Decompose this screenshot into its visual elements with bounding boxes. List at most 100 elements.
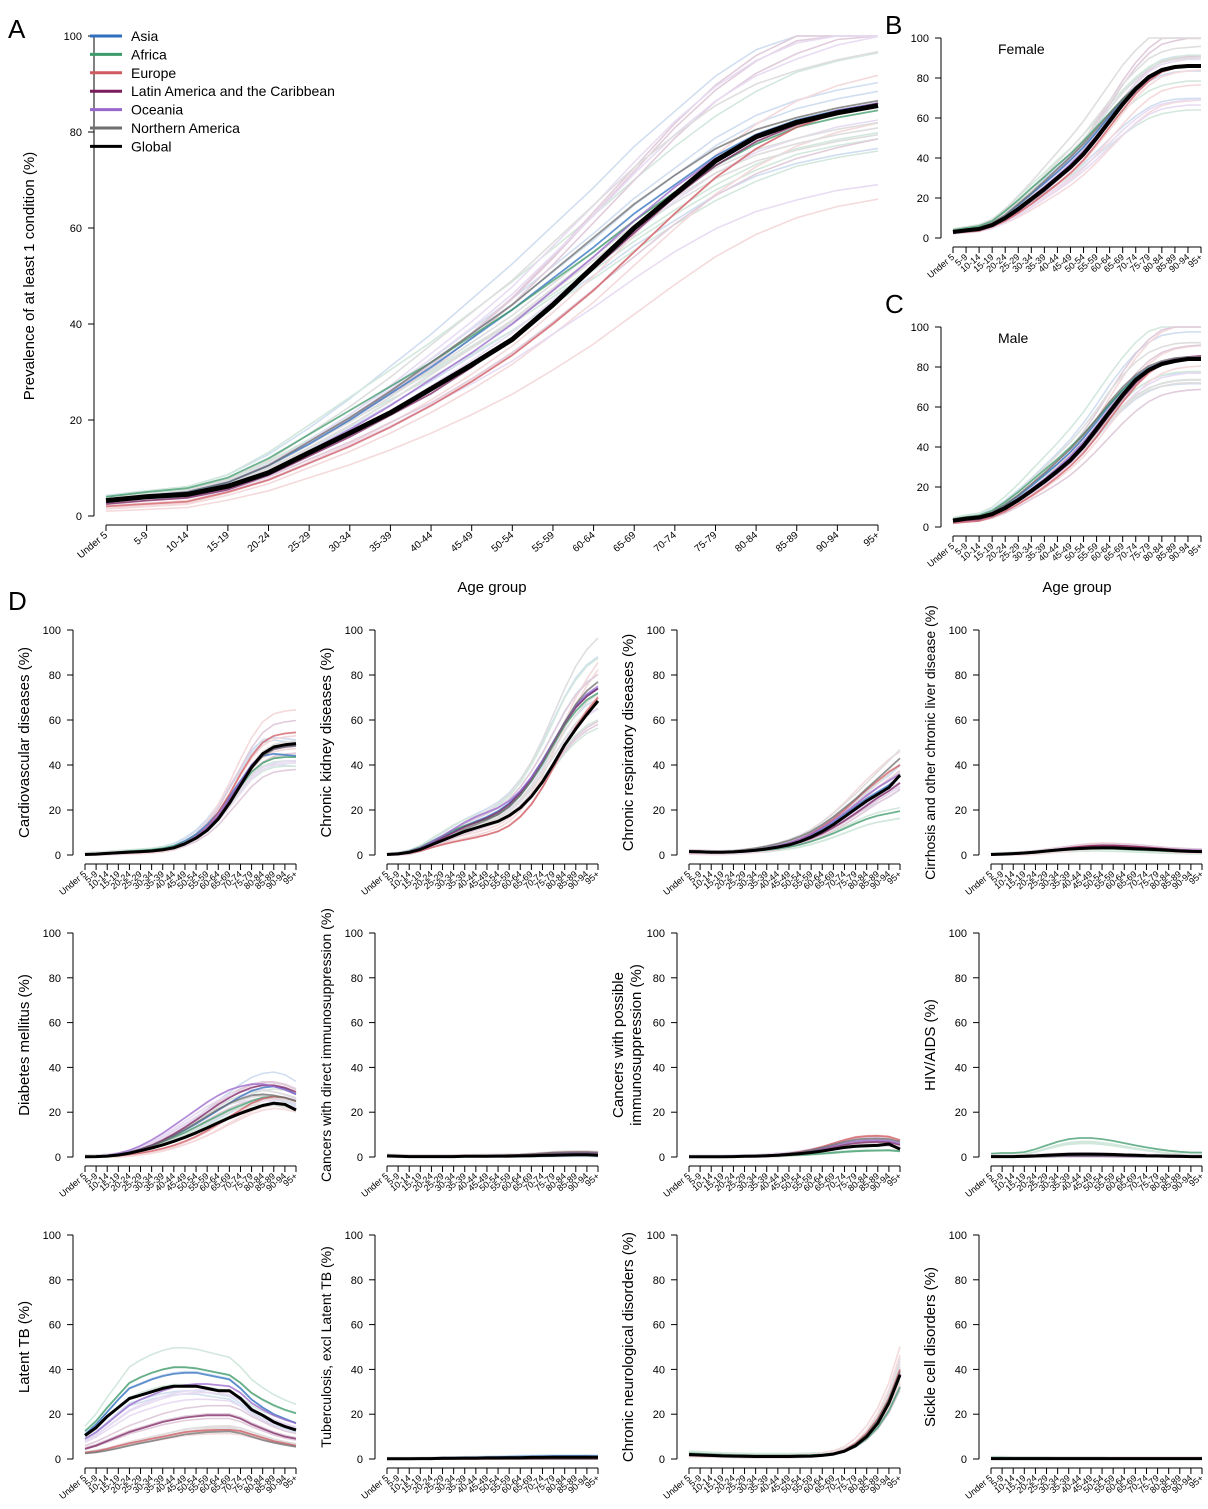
y-tick-label: 40 — [49, 1364, 61, 1376]
y-tick-label: 0 — [55, 850, 61, 862]
x-tick-label: Under 5 — [963, 1473, 994, 1501]
panel-a: 0 20 40 60 80 100 Under 5 5-9 10-14 15-19 20-24 25-… — [21, 28, 882, 596]
series-line-global — [688, 774, 902, 854]
series-line-europe — [105, 102, 879, 508]
series-line-oceania — [688, 773, 901, 853]
country-line-oceania — [952, 104, 1201, 235]
y-tick-label: 0 — [923, 522, 929, 534]
country-line-africa — [105, 138, 879, 499]
y-tick-label: 20 — [70, 415, 82, 427]
country-line-oceania — [688, 1360, 901, 1457]
country-line-latin-america-and-the-caribbean — [952, 55, 1201, 232]
y-tick-label: 60 — [49, 1018, 61, 1030]
x-tick-label: Under 5 — [661, 1171, 692, 1199]
y-tick-label: 40 — [70, 319, 82, 331]
y-tick-label: 80 — [653, 973, 665, 985]
y-tick-label: 40 — [917, 442, 929, 454]
series-line-oceania — [84, 1383, 297, 1440]
series-line-latin-america-and-the-caribbean — [84, 1414, 297, 1450]
x-tick-label: Under 5 — [925, 252, 956, 280]
country-line-latin-america-and-the-caribbean — [688, 1385, 901, 1458]
country-line-latin-america-and-the-caribbean — [84, 1081, 297, 1156]
country-line-latin-america-and-the-caribbean — [84, 1413, 297, 1449]
legend-label: Europe — [131, 65, 176, 81]
series-line-northern-america — [952, 356, 1201, 521]
x-tick-label: 95+ — [862, 530, 882, 549]
y-tick-label: 40 — [351, 1364, 363, 1376]
y-tick-label: 80 — [653, 1275, 665, 1287]
series-line-northern-america — [688, 1371, 901, 1458]
country-line-northern-america — [105, 50, 879, 499]
country-line-northern-america — [688, 1369, 901, 1458]
x-tick-label: Under 5 — [661, 869, 692, 897]
y-axis-label: Sickle cell disorders (%) — [922, 1267, 939, 1427]
y-tick-label: 100 — [345, 625, 363, 637]
y-tick-label: 0 — [357, 850, 363, 862]
country-line-oceania — [84, 1398, 297, 1444]
country-line-africa — [105, 52, 879, 498]
panel-letter: C — [885, 289, 904, 319]
y-axis-label-line: immunosuppression (%) — [628, 964, 645, 1126]
y-tick-label: 80 — [917, 362, 929, 374]
y-tick-label: 20 — [955, 1107, 967, 1119]
country-line-asia — [84, 1390, 297, 1441]
y-tick-label: 40 — [955, 760, 967, 772]
country-line-africa — [991, 850, 1203, 856]
legend-label: Oceania — [131, 102, 183, 118]
country-line-latin-america-and-the-caribbean — [952, 326, 1201, 521]
y-tick-label: 60 — [955, 1320, 967, 1332]
x-tick-label: 80-84 — [733, 530, 760, 555]
y-tick-label: 80 — [653, 670, 665, 682]
country-line-latin-america-and-the-caribbean — [84, 1417, 297, 1451]
x-tick-label: Under 5 — [57, 869, 88, 897]
y-tick-label: 60 — [917, 113, 929, 125]
legend-label: Latin America and the Caribbean — [131, 83, 335, 99]
y-tick-label: 100 — [43, 625, 61, 637]
country-line-asia — [688, 1357, 901, 1457]
country-line-europe — [952, 99, 1202, 234]
y-axis-label: Diabetes mellitus (%) — [16, 974, 33, 1116]
series-line-global — [688, 1374, 902, 1458]
country-line-europe — [105, 74, 879, 509]
x-tick-label: 95+ — [1186, 252, 1204, 269]
series-line-africa — [688, 810, 901, 854]
country-line-europe — [688, 1355, 901, 1459]
x-tick-label: Under 5 — [76, 530, 111, 562]
y-axis-label: Cancers with direct immunosuppression (%… — [318, 908, 334, 1182]
country-line-europe — [952, 326, 1201, 523]
series-line-africa — [105, 109, 879, 498]
y-tick-label: 40 — [955, 1062, 967, 1074]
country-line-asia — [84, 1370, 297, 1436]
y-tick-label: 20 — [955, 1409, 967, 1421]
country-line-oceania — [105, 35, 879, 503]
x-tick-label: Under 5 — [359, 1473, 390, 1501]
y-tick-label: 80 — [49, 670, 61, 682]
y-tick-label: 60 — [49, 1320, 61, 1332]
y-tick-label: 60 — [653, 715, 665, 727]
series-line-europe — [84, 1429, 297, 1454]
country-line-oceania — [105, 119, 879, 505]
panel-letter: B — [885, 10, 902, 40]
country-line-latin-america-and-the-caribbean — [688, 1384, 901, 1458]
y-tick-label: 40 — [351, 760, 363, 772]
y-tick-label: 80 — [955, 670, 967, 682]
series-line-global — [990, 846, 1203, 856]
legend: Asia Africa Europe Latin America and the Ca… — [90, 28, 335, 154]
y-tick-label: 40 — [955, 1364, 967, 1376]
y-tick-label: 60 — [351, 1320, 363, 1332]
y-tick-label: 20 — [653, 1409, 665, 1421]
y-tick-label: 0 — [659, 1454, 665, 1466]
y-tick-label: 0 — [357, 1152, 363, 1164]
country-line-europe — [85, 747, 297, 856]
x-tick-label: 90-94 — [815, 530, 842, 555]
series-line-latin-america-and-the-caribbean — [688, 1373, 901, 1458]
y-tick-label: 80 — [70, 127, 82, 139]
x-tick-label: 15-19 — [205, 530, 232, 555]
country-line-africa — [990, 1141, 1202, 1157]
y-axis-label: Cardiovascular diseases (%) — [16, 647, 33, 838]
country-line-asia — [105, 81, 879, 499]
